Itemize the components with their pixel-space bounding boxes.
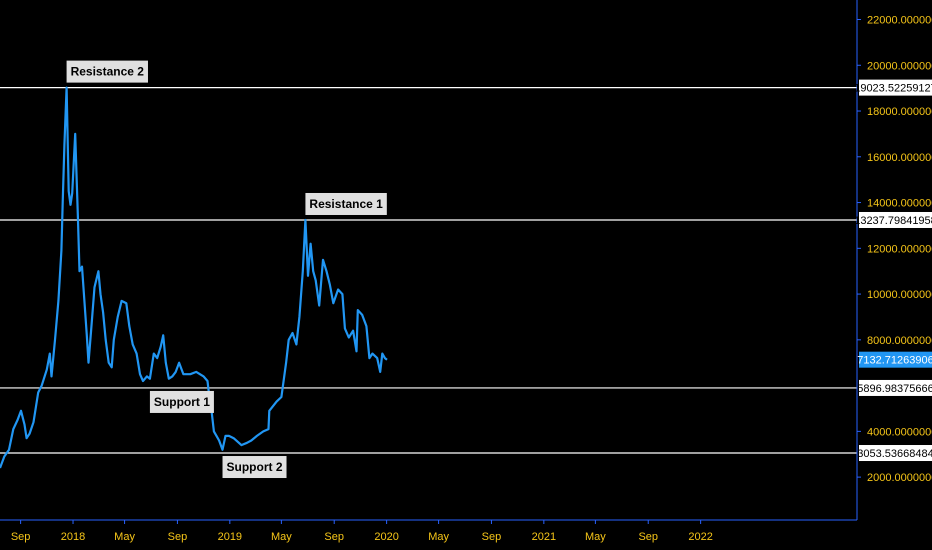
- level-annotation: Resistance 1: [305, 192, 387, 215]
- x-tick-label: May: [114, 531, 135, 543]
- annotation-text: Resistance 1: [309, 197, 383, 211]
- y-tick-label: 18000.00000000: [867, 106, 932, 118]
- x-tick-label: May: [271, 531, 292, 543]
- current-price-label-box: [859, 351, 932, 368]
- level-price-label: 13237.79841958: [854, 215, 932, 227]
- level-annotation: Support 1: [149, 390, 214, 413]
- y-tick-label: 4000.00000000: [867, 426, 932, 438]
- y-tick-label: 8000.00000000: [867, 335, 932, 347]
- y-tick-label: 12000.00000000: [867, 243, 932, 255]
- level-annotation: Support 2: [222, 456, 287, 479]
- y-tick-label: 16000.00000000: [867, 152, 932, 164]
- level-annotation: Resistance 2: [66, 60, 148, 83]
- annotation-box: [305, 192, 387, 215]
- level-price-label: 19023.52259127: [854, 83, 932, 95]
- y-tick-label: 10000.00000000: [867, 289, 932, 301]
- x-tick-label: May: [585, 531, 606, 543]
- level-lines: [0, 87, 857, 454]
- y-tick-label: 2000.00000000: [867, 472, 932, 484]
- annotation-text: Support 2: [227, 460, 283, 474]
- x-tick-label: Sep: [638, 531, 658, 543]
- price-series-line: [0, 86, 388, 469]
- x-tick-label: Sep: [11, 531, 31, 543]
- x-axis-ticks: Sep 2018 May Sep 2019 May Sep 2020 May Sep 2021 May…: [11, 520, 713, 543]
- y-tick-label: 14000.00000000: [867, 198, 932, 210]
- x-tick-label: Sep: [482, 531, 502, 543]
- level-price-label: 5896.98375666: [857, 383, 932, 395]
- y-axis-ticks: 2000.000000004000.000000008000.000000001…: [857, 15, 932, 484]
- x-tick-label: May: [428, 531, 449, 543]
- y-tick-label: 22000.00000000: [867, 15, 932, 27]
- x-tick-label: 2022: [688, 531, 712, 543]
- price-axis-labels: 19023.52259127 13237.79841958 5896.9837566…: [854, 79, 932, 462]
- x-tick-label: 2021: [532, 531, 556, 543]
- x-tick-label: 2018: [61, 531, 85, 543]
- level-price-label-box: [859, 445, 932, 462]
- x-tick-label: Sep: [168, 531, 188, 543]
- annotation-text: Support 1: [154, 395, 210, 409]
- y-tick-label: 20000.00000000: [867, 60, 932, 72]
- x-tick-label: 2020: [374, 531, 398, 543]
- x-tick-label: Sep: [324, 531, 344, 543]
- x-tick-label: 2019: [218, 531, 242, 543]
- level-price-label-box: [859, 211, 932, 228]
- level-annotations: Resistance 2 Resistance 1 Support 1 Support…: [66, 60, 387, 479]
- level-price-label-box: [859, 379, 932, 396]
- annotation-box: [66, 60, 148, 83]
- level-price-label: 3053.53668484: [857, 448, 932, 460]
- annotation-box: [149, 390, 214, 413]
- level-price-label-box: [859, 79, 932, 96]
- current-price-label: 7132.71263906: [857, 355, 932, 367]
- annotation-text: Resistance 2: [71, 65, 145, 79]
- annotation-box: [222, 456, 287, 479]
